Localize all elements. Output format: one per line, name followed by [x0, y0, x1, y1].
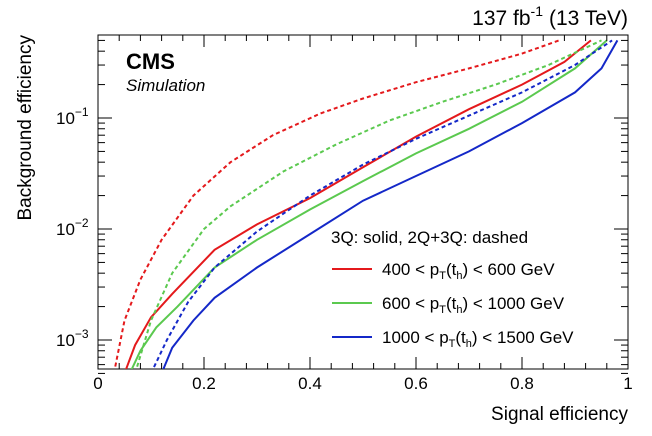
legend-entry: 1000 < pT(th) < 1500 GeV [332, 328, 574, 350]
series-line [162, 39, 619, 369]
plot-frame [97, 34, 629, 370]
x-tick-label: 0.6 [404, 374, 428, 393]
legend-entry: 600 < pT(th) < 1000 GeV [332, 294, 565, 316]
y-tick-label: 10−1 [56, 105, 89, 128]
legend: 3Q: solid, 2Q+3Q: dashed 400 < pT(th) < … [331, 228, 574, 350]
x-tick-label: 1 [623, 374, 632, 393]
lumi-exponent: -1 [531, 3, 544, 19]
series-layer [113, 39, 619, 369]
legend-entry: 400 < pT(th) < 600 GeV [332, 260, 555, 282]
x-tick-labels: 0 0.2 0.4 0.6 0.8 1 [93, 374, 632, 393]
series-line [135, 39, 602, 369]
y-tick-label: 10−2 [56, 216, 89, 239]
x-tick-label: 0.2 [192, 374, 216, 393]
series-line [125, 39, 592, 369]
x-tick-label: 0.4 [298, 374, 322, 393]
axis-ticks [97, 35, 629, 374]
simulation-label: Simulation [126, 76, 205, 95]
legend-label: 400 < pT(th) < 600 GeV [382, 260, 555, 282]
legend-label: 1000 < pT(th) < 1500 GeV [382, 328, 574, 350]
experiment-label: CMS [126, 49, 175, 74]
x-tick-label: 0.8 [510, 374, 534, 393]
y-tick-label: 10−3 [56, 327, 89, 350]
legend-header: 3Q: solid, 2Q+3Q: dashed [331, 228, 528, 247]
x-axis-title: Signal efficiency [491, 404, 628, 425]
lumi-label: 137 fb-1 (13 TeV) [472, 3, 628, 30]
x-tick-label: 0 [93, 374, 102, 393]
series-line [130, 39, 608, 369]
series-line [151, 39, 613, 369]
y-axis-title: Background efficiency [15, 35, 36, 221]
legend-label: 600 < pT(th) < 1000 GeV [382, 294, 565, 316]
series-line [113, 39, 560, 369]
y-tick-labels: 10−3 10−2 10−1 [56, 105, 89, 350]
